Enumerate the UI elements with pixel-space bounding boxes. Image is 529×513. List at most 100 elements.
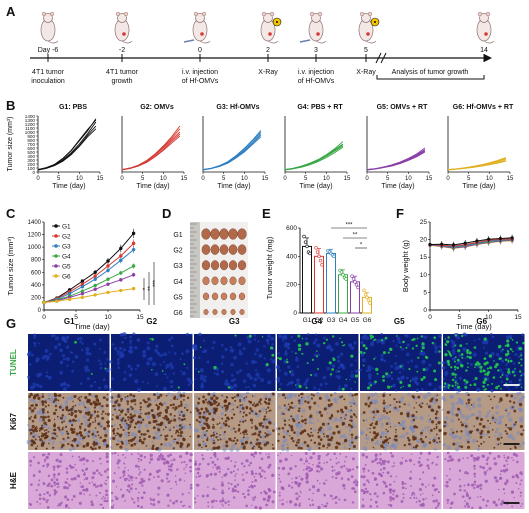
stained-cell (127, 484, 131, 488)
y-tick-label: 600 (31, 270, 42, 276)
stained-cell (453, 492, 456, 496)
micrograph-tile (28, 452, 110, 509)
stained-cell (398, 422, 401, 425)
stained-cell (287, 447, 289, 449)
stained-cell (411, 491, 415, 495)
counterstain-nucleus (27, 423, 31, 427)
stained-cell (111, 396, 114, 399)
x-tick-label: G2 (315, 317, 324, 324)
nucleus-stain (348, 378, 352, 381)
stained-cell (165, 477, 169, 480)
stained-cell (338, 473, 341, 475)
stained-cell (166, 472, 170, 476)
x-tick-label: 15 (426, 176, 433, 182)
nucleus-stain (106, 358, 109, 361)
nucleus-stain (99, 348, 102, 351)
stained-cell (299, 502, 301, 505)
x-tick-label: 5 (57, 176, 61, 182)
stained-cell (139, 405, 142, 409)
stained-cell (354, 437, 357, 440)
tumor-specimen (220, 276, 228, 286)
nucleus-stain (154, 372, 159, 377)
counterstain-nucleus (313, 428, 317, 432)
counterstain-nucleus (377, 417, 382, 422)
stained-cell (177, 434, 180, 437)
stained-cell (259, 436, 262, 439)
stained-cell (56, 482, 60, 486)
stained-cell (305, 472, 309, 476)
stained-cell (335, 462, 338, 465)
stained-cell (140, 477, 144, 481)
counterstain-nucleus (465, 414, 468, 417)
nucleus-stain (491, 335, 495, 338)
stained-cell (124, 499, 126, 502)
stained-cell (413, 424, 417, 429)
counterstain-nucleus (451, 405, 456, 411)
stained-cell (511, 370, 515, 374)
stained-cell (226, 416, 230, 420)
stained-cell (380, 339, 383, 342)
stained-cell (189, 486, 193, 490)
stained-cell (327, 422, 330, 425)
nucleus-stain (254, 352, 257, 356)
stained-cell (169, 413, 173, 416)
stained-cell (248, 486, 251, 489)
counterstain-nucleus (281, 447, 286, 452)
subplot-title: G6: Hf-OMVs + RT (453, 104, 514, 111)
stained-cell (383, 459, 387, 463)
nucleus-stain (128, 349, 134, 354)
counterstain-nucleus (147, 447, 151, 450)
nucleus-stain (314, 333, 318, 336)
counterstain-nucleus (401, 419, 406, 424)
nucleus-stain (257, 376, 261, 380)
nucleus-stain (104, 362, 107, 365)
stained-cell (435, 398, 439, 402)
stained-cell (345, 414, 347, 416)
stained-cell (128, 490, 131, 493)
stained-cell (309, 456, 313, 460)
stained-cell (370, 438, 374, 442)
y-tick-label: 100 (27, 166, 35, 171)
stained-cell (511, 456, 513, 459)
stained-cell (430, 428, 433, 432)
stained-cell (201, 415, 205, 419)
stained-cell (458, 445, 461, 447)
counterstain-nucleus (136, 439, 139, 442)
nucleus-stain (267, 333, 272, 338)
stained-cell (492, 500, 496, 504)
legend-label: G3 (62, 244, 71, 251)
nucleus-stain (490, 351, 495, 356)
stained-cell (231, 396, 233, 399)
stained-cell (300, 419, 305, 423)
stained-cell (324, 504, 328, 508)
counterstain-nucleus (450, 432, 454, 436)
stained-cell (316, 350, 318, 352)
counterstain-nucleus (312, 421, 315, 425)
stained-cell (239, 404, 242, 407)
stained-cell (46, 491, 49, 495)
stained-cell (258, 409, 262, 413)
stained-cell (482, 466, 486, 470)
nucleus-stain (142, 353, 147, 358)
stained-cell (466, 349, 470, 352)
nucleus-stain (296, 365, 300, 369)
stained-cell (104, 367, 107, 370)
stained-cell (157, 475, 160, 478)
stained-cell (236, 490, 240, 493)
counterstain-nucleus (221, 423, 226, 428)
stained-cell (78, 399, 82, 402)
stained-cell (437, 361, 441, 365)
tumor-specimen (228, 228, 238, 240)
stained-cell (177, 386, 180, 389)
stained-cell (298, 475, 301, 478)
data-point (317, 254, 321, 259)
stained-cell (420, 405, 423, 409)
stained-cell (507, 368, 510, 371)
stained-cell (504, 430, 507, 433)
stained-cell (443, 382, 447, 385)
stained-cell (482, 385, 485, 388)
micrograph-background (111, 334, 193, 391)
stained-cell (248, 400, 251, 403)
radiation-icon (272, 17, 282, 27)
stained-cell (519, 379, 521, 382)
